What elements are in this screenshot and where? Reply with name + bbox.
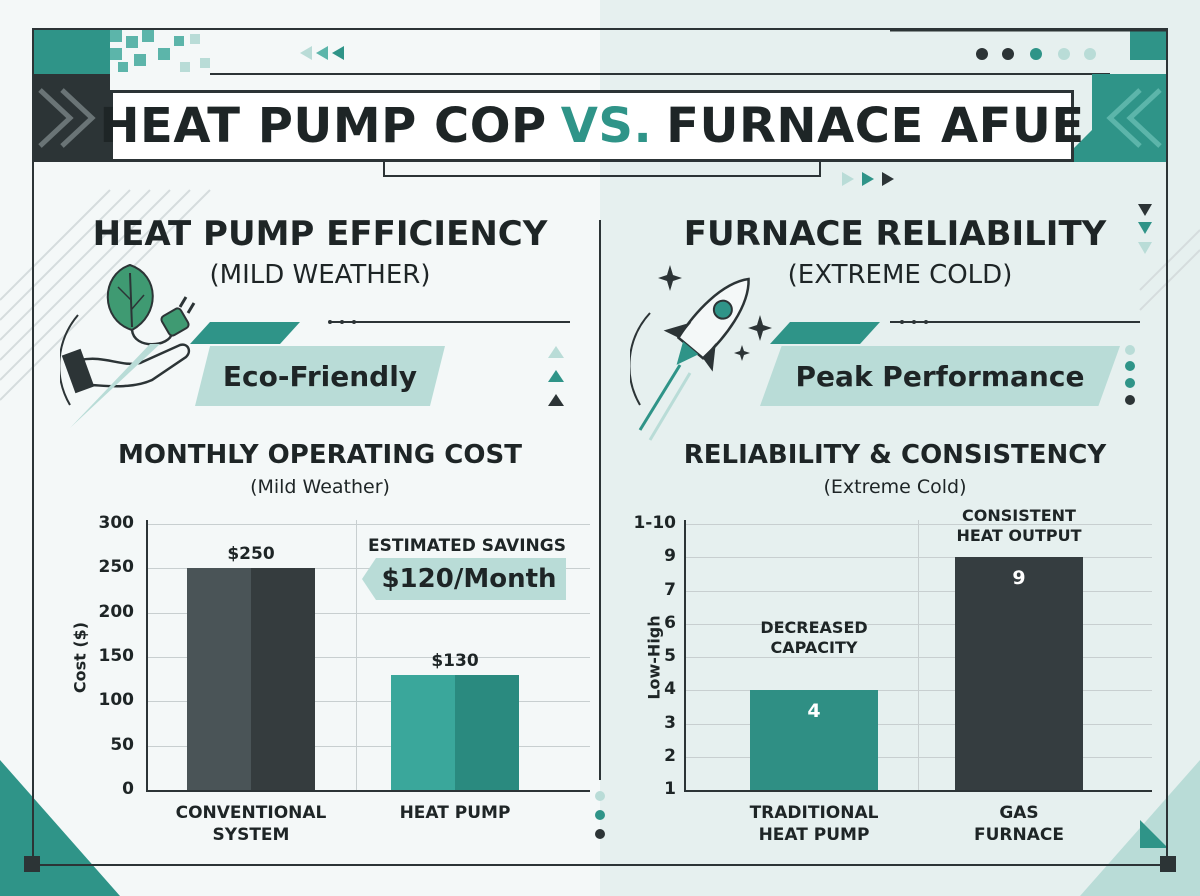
bar-value-label: 9	[1012, 567, 1026, 590]
title-part-2: FURNACE AFUE	[666, 98, 1085, 154]
right-panel-subtitle: (EXTREME COLD)	[787, 260, 1013, 290]
savings-callout: $120/Month	[362, 558, 566, 600]
bar-value-label: $250	[227, 544, 275, 565]
y-tick-label: 4	[664, 679, 676, 700]
bar	[391, 674, 519, 790]
y-tick-label: 7	[664, 579, 676, 600]
category-label: TRADITIONAL HEAT PUMP	[749, 803, 879, 845]
title-part-1: HEAT PUMP COP	[99, 98, 547, 154]
outer-frame	[32, 28, 1168, 866]
category-divider	[356, 520, 357, 790]
y-axis	[684, 520, 686, 790]
title-vs: VS.	[560, 98, 653, 154]
left-panel-title: HEAT PUMP EFFICIENCY	[92, 214, 548, 254]
y-tick-label: 9	[664, 546, 676, 567]
x-axis	[146, 790, 590, 792]
left-chart-subtitle: (Mild Weather)	[250, 476, 390, 498]
y-tick-label: 50	[110, 734, 134, 755]
left-chart-title: MONTHLY OPERATING COST	[118, 440, 522, 470]
y-tick-label: 3	[664, 712, 676, 733]
y-tick-label: 0	[122, 779, 134, 799]
y-tick-label: 300	[98, 513, 135, 533]
bar-value-label: 4	[807, 700, 821, 723]
savings-callout-shape	[362, 558, 566, 600]
savings-value: $120/Month	[381, 564, 557, 594]
bar	[187, 568, 315, 790]
gridline	[146, 524, 590, 525]
y-tick-label: 2	[664, 745, 676, 766]
gridline	[146, 657, 590, 658]
left-panel-subtitle: (MILD WEATHER)	[209, 260, 431, 290]
y-tick-label: 6	[664, 612, 676, 633]
annotation-label: DECREASED CAPACITY	[760, 618, 868, 657]
corner-square	[24, 856, 40, 872]
category-label: HEAT PUMP	[399, 803, 511, 823]
rocket-icon	[630, 265, 772, 441]
page-title: HEAT PUMP COP VS. FURNACE AFUE	[99, 90, 1084, 162]
left-chart-ylabel: Cost ($)	[70, 621, 90, 694]
right-panel-title: FURNACE RELIABILITY	[683, 214, 1107, 254]
savings-label: ESTIMATED SAVINGS	[368, 536, 566, 556]
bar	[750, 690, 878, 790]
y-tick-label: 200	[98, 601, 135, 622]
category-label: GAS FURNACE	[974, 803, 1064, 845]
gridline	[146, 568, 590, 570]
annotation-label: CONSISTENT HEAT OUTPUT	[956, 506, 1082, 545]
x-axis	[684, 790, 1152, 792]
y-tick-label: 100	[98, 690, 135, 711]
y-tick-label: 250	[98, 557, 135, 578]
y-tick-label: 1	[664, 779, 676, 799]
category-label: CONVENTIONAL SYSTEM	[175, 803, 327, 845]
bar	[955, 557, 1083, 790]
category-divider	[918, 520, 919, 790]
right-chart-ylabel: Low-High	[644, 615, 664, 700]
gridline	[146, 745, 590, 747]
badge-decoration	[70, 320, 570, 428]
y-tick-label: 5	[664, 646, 676, 666]
y-axis	[146, 520, 148, 790]
y-tick-label: 1-10	[633, 513, 676, 533]
badge-decoration-right	[770, 320, 1140, 405]
right-chart-title: RELIABILITY & CONSISTENCY	[683, 440, 1107, 470]
corner-square	[1160, 856, 1176, 872]
peak-performance-badge: Peak Performance	[760, 346, 1120, 406]
gridline	[146, 701, 590, 703]
eco-friendly-badge: Eco-Friendly	[195, 346, 445, 406]
gridline	[146, 612, 590, 614]
bar-value-label: $130	[431, 650, 479, 671]
right-chart-subtitle: (Extreme Cold)	[823, 476, 967, 498]
y-tick-label: 150	[98, 646, 135, 666]
